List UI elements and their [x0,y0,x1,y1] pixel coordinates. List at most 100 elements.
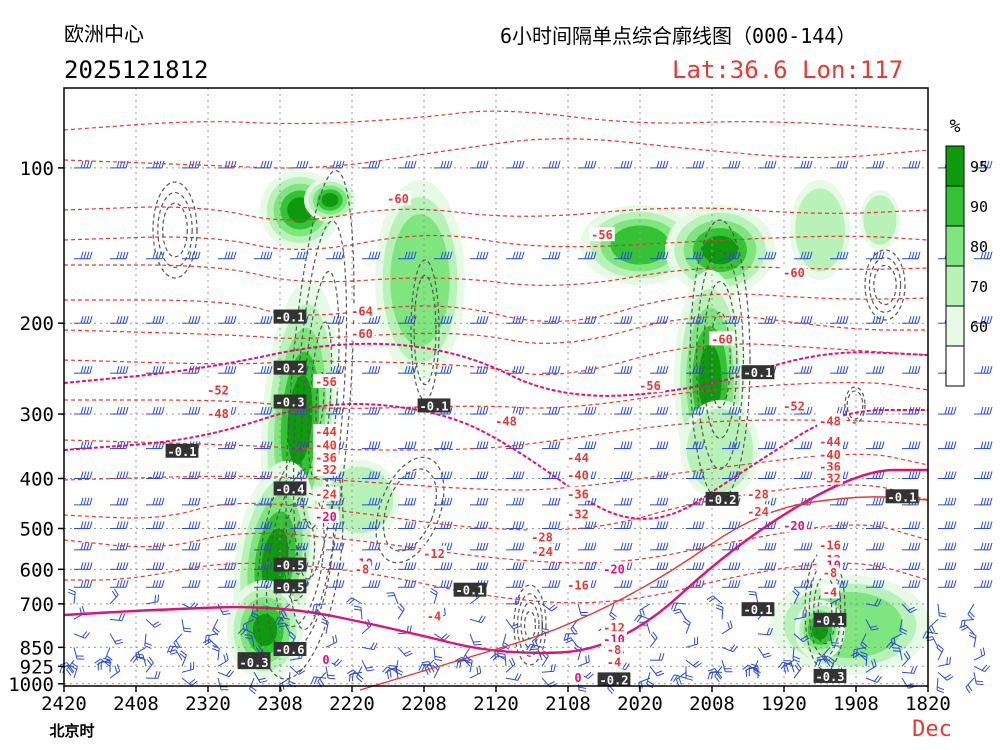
omega-label: -0.2 [708,493,737,507]
temperature-label-bg [313,461,339,476]
wind-barb [758,471,777,479]
temperature-contour [63,293,929,323]
rh-area [795,188,845,272]
temperature-label-bg [529,529,555,544]
wind-barb [714,666,723,682]
omega-label: -0.2 [276,362,305,376]
wind-barb [109,588,119,605]
wind-barb [542,160,561,169]
colorbar-swatch [945,345,965,387]
wind-barb [650,542,669,551]
temperature-label-bg [572,670,584,685]
wind-barb [74,521,93,529]
wind-barb [398,471,417,479]
wind-barb [110,471,129,479]
wind-barb [650,521,669,529]
colorbar-label: 70 [970,278,988,296]
wind-barb [362,542,381,551]
wind-barb [109,664,121,679]
wind-barb [830,316,849,324]
wind-barb [182,542,201,551]
wind-barb [361,642,378,651]
temperature-label: -56 [591,228,613,242]
temperature-label: -8 [355,562,369,576]
wind-barb [965,677,975,694]
wind-barb [254,366,273,374]
rh-area [702,235,738,265]
temperature-label-bg [313,508,339,523]
wind-barb [73,647,85,660]
temperature-label: -24 [531,545,553,559]
wind-barb [166,645,183,654]
wind-barb [670,602,687,611]
omega-label-bg [741,365,775,380]
temperature-contour [63,524,929,564]
wind-barb [311,609,327,620]
wind-barb [362,406,381,415]
wind-barb [938,580,957,588]
wind-barb [469,633,482,646]
temperature-label: -20 [783,519,805,533]
wind-barb [470,160,489,169]
omega-contour [375,456,445,564]
wind-barb [505,673,522,681]
temperature-label: -32 [567,508,589,522]
wind-barb [902,521,921,529]
wind-barb [398,366,417,374]
wind-barb [218,542,237,551]
wind-barb [578,542,597,551]
wind-barb [866,521,885,529]
wind-barb [936,644,944,661]
isotherm-0 [63,468,928,655]
wind-barb [758,160,777,169]
wind-barb [794,441,813,450]
wind-barb [578,160,597,169]
wind-barb [563,637,579,648]
wind-barb [794,160,813,169]
wind-barb [470,542,489,551]
wind-barb [902,580,921,588]
wind-barb [866,316,885,324]
temperature-label: -4 [427,609,441,623]
wind-barb [434,580,453,588]
wind-barb [469,615,486,624]
wind-barb [634,614,651,623]
wind-barb [542,316,561,324]
wind-barb [361,659,375,672]
wind-barb [506,316,525,324]
wind-barb [578,521,597,529]
wind-barb [470,562,489,570]
wind-barb [928,618,939,635]
wind-barb [326,160,345,169]
wind-barb [902,441,921,450]
omega-contour [702,281,738,440]
wind-barb [686,441,705,450]
wind-barb [470,366,489,374]
wind-barb [614,366,633,374]
wind-barb [757,647,772,659]
wind-barb [397,647,413,657]
temperature-label-bg [313,373,339,388]
wind-barb [974,366,993,374]
wind-barb [173,633,183,650]
wind-barb [277,622,291,634]
wind-barb [326,580,345,588]
wind-barb [614,521,633,529]
wind-barb [650,580,669,588]
x-tick-label: 2308 [257,693,303,715]
wind-barb [433,633,450,641]
x-tick-label: 2420 [41,693,87,715]
omega-label-bg [885,489,919,504]
wind-barb [670,674,687,683]
rh-area [698,344,722,416]
wind-barb [110,562,129,570]
isotherm-10 [63,403,928,520]
wind-barb [542,366,561,374]
wind-barb [938,406,957,415]
omega-label: -0.3 [816,670,845,684]
wind-barb [542,580,561,588]
wind-barb [434,521,453,529]
wind-barb [182,497,201,506]
wind-barb [70,662,78,679]
wind-barb [470,471,489,479]
